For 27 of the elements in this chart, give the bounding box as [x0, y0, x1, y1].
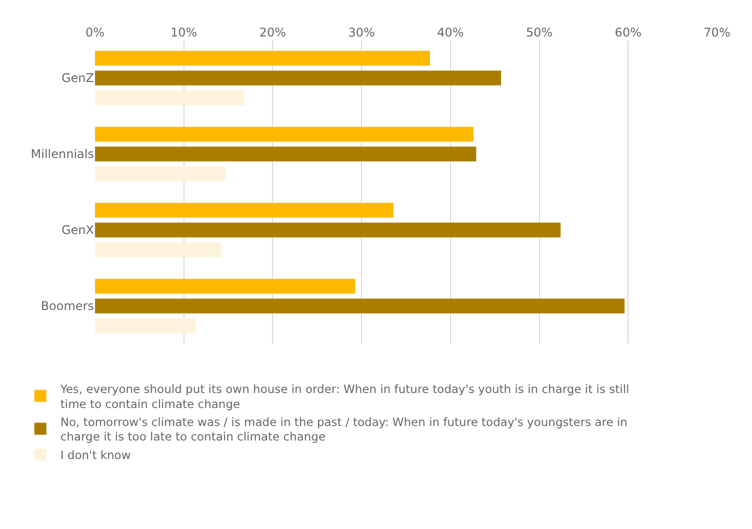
- x-tick-label: 40%: [437, 26, 464, 40]
- bar: [95, 278, 356, 294]
- bar: [95, 298, 625, 314]
- x-tick-label: 70%: [704, 26, 730, 40]
- bar: [95, 222, 561, 238]
- x-tick-label: 20%: [259, 26, 286, 40]
- legend-label: Yes, everyone should put its own house in order: When in future today's youth is in charge it is still time to contain climate change: [59, 382, 630, 411]
- bar: [95, 318, 196, 334]
- x-tick-label: 30%: [348, 26, 375, 40]
- bar: [95, 242, 222, 258]
- bar: [95, 166, 226, 182]
- bar: [95, 50, 430, 66]
- x-tick-label: 50%: [526, 26, 553, 40]
- bar: [95, 90, 244, 106]
- x-tick-label: 60%: [614, 26, 642, 40]
- y-tick-label: Boomers: [40, 299, 94, 314]
- bar: [95, 70, 502, 86]
- bar: [95, 126, 474, 142]
- legend-label: No, tomorrow's climate was / is made in the past / today: When in future today's youngsters are in charge it is too late to contain climate change: [60, 414, 628, 444]
- y-tick-label: Millennials: [30, 147, 94, 162]
- x-tick-label: 10%: [170, 26, 198, 40]
- y-tick-label: GenX: [61, 223, 94, 238]
- y-tick-label: GenZ: [61, 71, 94, 86]
- x-tick-label: 0%: [85, 26, 105, 40]
- legend-label: I don't know: [60, 448, 131, 462]
- bar: [95, 202, 394, 218]
- bar: [95, 146, 476, 162]
